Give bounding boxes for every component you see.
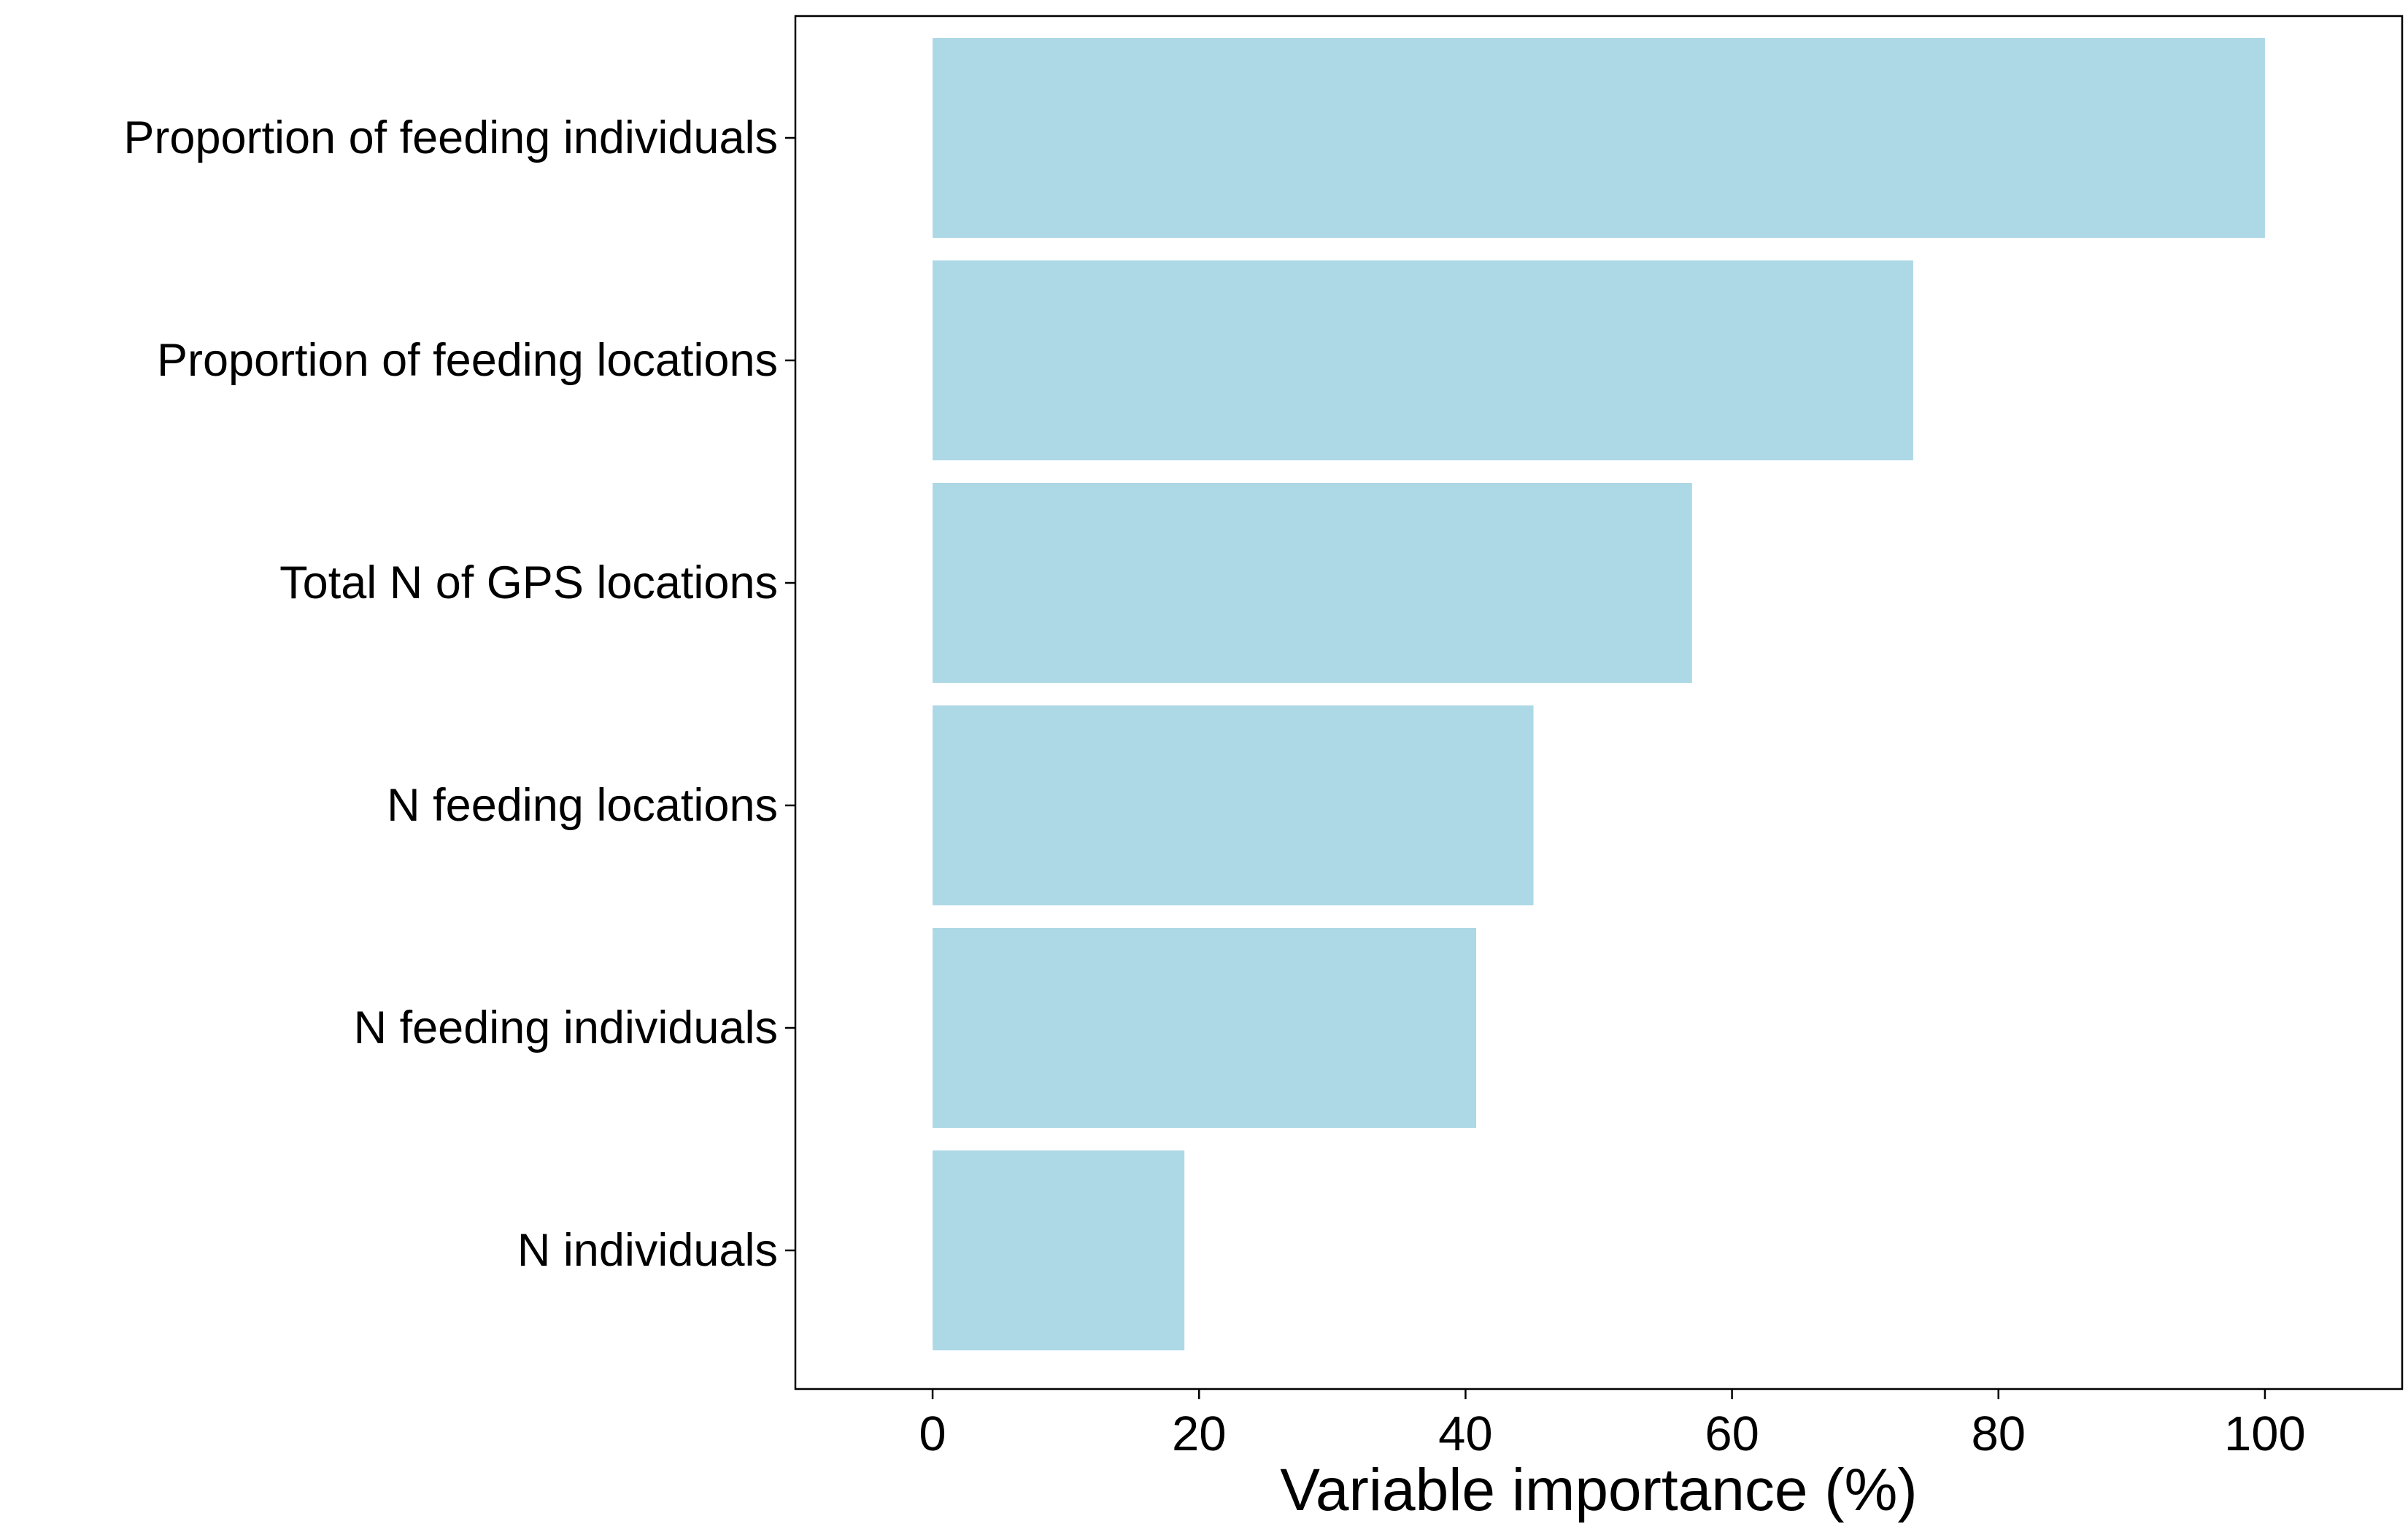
x-tick-label: 0 xyxy=(919,1407,946,1461)
x-tick-label: 100 xyxy=(2224,1407,2306,1461)
y-tick-label: Total N of GPS locations xyxy=(279,557,778,608)
y-axis: Proportion of feeding individuals Proport… xyxy=(123,112,795,1276)
plot-panel-border xyxy=(794,15,2404,1390)
bar xyxy=(933,705,1534,905)
x-tick-label: 60 xyxy=(1705,1407,1759,1461)
bar xyxy=(933,1150,1185,1350)
bar xyxy=(933,38,2265,238)
x-axis: 0 20 40 60 80 100 xyxy=(919,1389,2306,1461)
bar xyxy=(933,483,1692,683)
y-tick-label: Proportion of feeding individuals xyxy=(123,112,778,163)
x-tick-label: 80 xyxy=(1971,1407,2026,1461)
y-tick-label: N feeding individuals xyxy=(354,1002,778,1053)
y-tick-label: N feeding locations xyxy=(387,780,778,831)
y-tick-label: Proportion of feeding locations xyxy=(157,335,778,386)
x-tick-label: 20 xyxy=(1172,1407,1227,1461)
bars-group xyxy=(933,38,2265,1350)
y-tick-label: N individuals xyxy=(517,1225,778,1276)
x-axis-title: Variable importance (%) xyxy=(1280,1457,1918,1523)
x-tick-label: 40 xyxy=(1438,1407,1493,1461)
bar xyxy=(933,260,1913,460)
bar xyxy=(933,928,1477,1128)
